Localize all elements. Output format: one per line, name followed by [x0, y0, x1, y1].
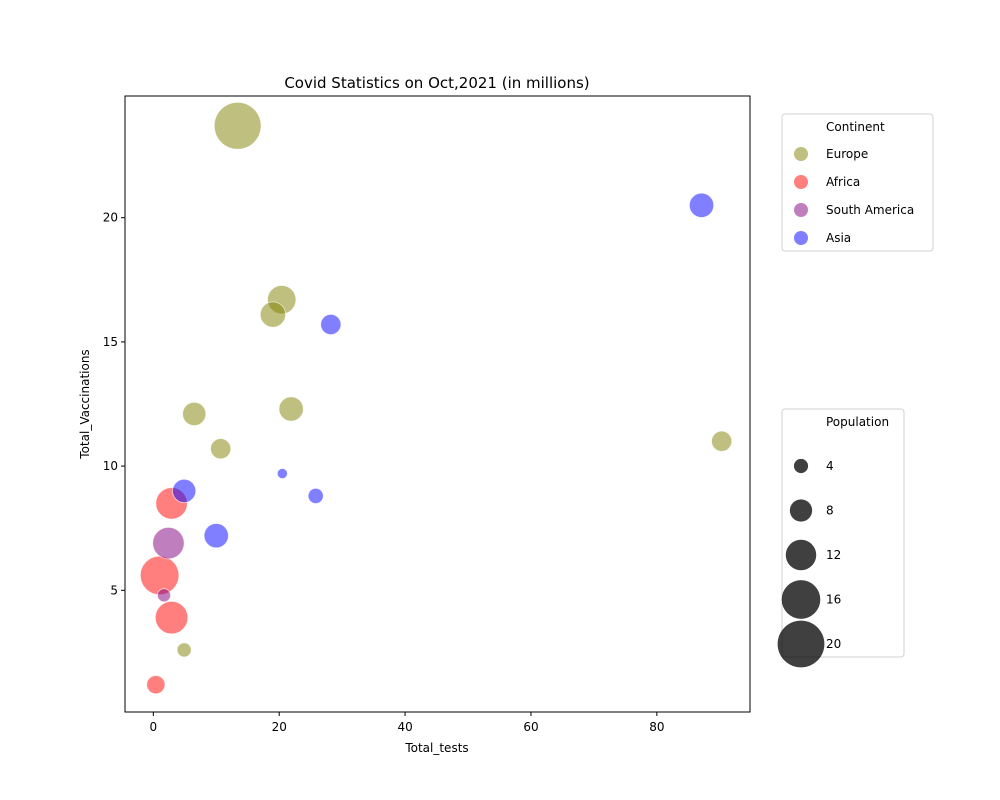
point-europe-7 — [711, 430, 733, 452]
continent-legend-box — [781, 113, 934, 252]
size-legend-label-8: 8 — [826, 504, 834, 518]
x-tick-label: 80 — [649, 720, 664, 734]
point-europe-1 — [213, 102, 262, 150]
point-asia-2 — [320, 313, 342, 336]
legend-label-south-america: South America — [826, 203, 914, 217]
continent-legend: Continent Europe Africa South America Asia — [781, 113, 934, 252]
continent-legend-title: Continent — [826, 120, 885, 134]
legend-marker-europe — [794, 147, 808, 161]
y-axis-ticks: 5 10 15 20 — [103, 211, 125, 597]
point-asia-3 — [172, 478, 197, 504]
legend-marker-asia — [794, 231, 808, 245]
size-legend-label-12: 12 — [826, 548, 841, 562]
x-tick-label: 60 — [523, 720, 538, 734]
point-south-america-1 — [152, 526, 185, 560]
size-legend-marker-8 — [789, 499, 813, 522]
x-tick-label: 20 — [272, 720, 287, 734]
point-africa-1 — [139, 555, 180, 596]
point-asia-5 — [307, 487, 324, 504]
y-tick-label: 5 — [110, 583, 118, 597]
point-europe-3 — [259, 301, 287, 328]
y-axis-title: Total_Vaccinations — [78, 349, 92, 459]
population-legend-box — [781, 408, 905, 658]
legend-label-asia: Asia — [826, 231, 851, 245]
size-legend-label-20: 20 — [826, 637, 841, 651]
x-axis-title: Total_tests — [404, 741, 468, 755]
size-legend-marker-12 — [785, 539, 817, 571]
point-africa-2 — [154, 600, 189, 635]
point-europe-5 — [182, 401, 207, 427]
size-legend-label-4: 4 — [826, 459, 834, 473]
point-asia-4 — [203, 523, 229, 549]
point-europe-6 — [210, 438, 232, 460]
x-tick-label: 40 — [397, 720, 412, 734]
legend-marker-africa — [794, 175, 808, 189]
y-tick-label: 20 — [103, 211, 118, 225]
points-layer — [139, 102, 733, 695]
point-africa-4 — [146, 675, 166, 695]
chart-title: Covid Statistics on Oct,2021 (in million… — [284, 74, 589, 92]
legend-label-europe: Europe — [826, 147, 868, 161]
legend-label-africa: Africa — [826, 175, 860, 189]
population-legend-title: Population — [826, 415, 889, 429]
point-asia-6 — [276, 468, 288, 479]
plot-frame — [124, 95, 751, 713]
x-axis-ticks: 0 20 40 60 80 — [150, 712, 664, 734]
size-legend-label-16: 16 — [826, 593, 841, 607]
size-legend-marker-4 — [793, 458, 809, 474]
size-legend-marker-16 — [781, 580, 821, 619]
y-tick-label: 15 — [103, 335, 118, 349]
point-asia-1 — [688, 192, 715, 218]
point-europe-4 — [278, 396, 304, 422]
legend-marker-south-america — [794, 203, 808, 217]
point-south-america-2 — [157, 588, 171, 603]
size-legend-marker-20 — [777, 620, 825, 668]
y-tick-label: 10 — [103, 459, 118, 473]
population-legend: Population 4 8 12 16 20 — [777, 408, 905, 668]
x-tick-label: 0 — [150, 720, 158, 734]
point-europe-8 — [176, 642, 192, 658]
